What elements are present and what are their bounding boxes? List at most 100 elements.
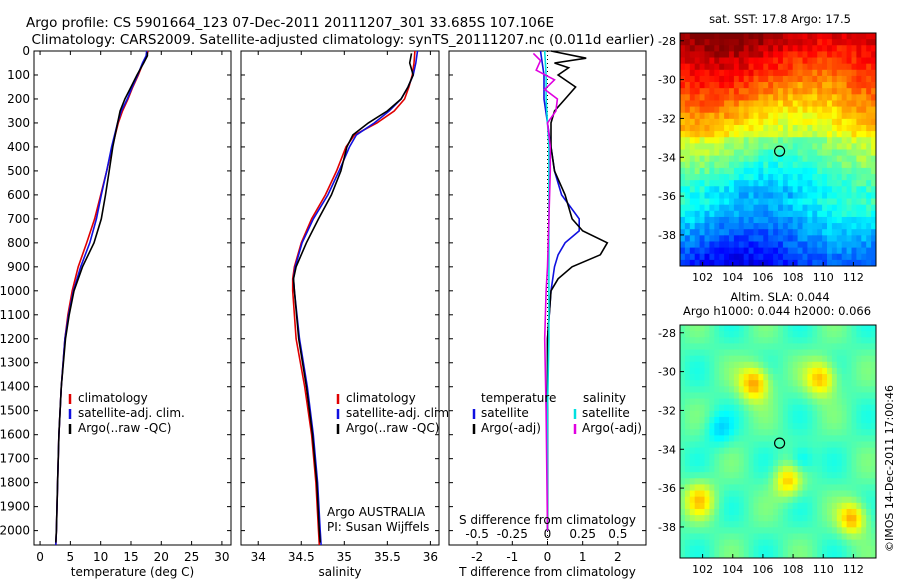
map-cell (851, 149, 857, 157)
map-cell (768, 137, 774, 144)
map-cell (841, 63, 847, 71)
map-cell (871, 355, 877, 363)
map-cell (856, 247, 862, 255)
map-cell (787, 361, 794, 369)
map-cell (704, 39, 710, 46)
map-cell (748, 223, 754, 230)
map-cell (866, 404, 872, 412)
map-cell (694, 198, 700, 206)
map-cell (856, 484, 862, 491)
map-cell (748, 229, 754, 236)
map-cell (841, 137, 847, 144)
map-cell (753, 51, 759, 58)
x-tick-label: 102 (692, 563, 713, 576)
map-cell (748, 453, 754, 461)
header-line-1: Argo profile: CS 5901664_123 07-Dec-2011… (26, 15, 554, 31)
map-cell (782, 131, 789, 138)
map-cell (719, 398, 725, 406)
map-cell (743, 441, 749, 449)
map-cell (846, 241, 852, 248)
map-cell (817, 75, 823, 83)
map-cell (724, 235, 730, 242)
map-title: sat. SST: 17.8 Argo: 17.5 (709, 12, 851, 26)
map-cell (831, 180, 838, 187)
map-cell (851, 435, 857, 442)
map-cell (719, 466, 725, 473)
top-axis-label: S difference from climatology (459, 513, 636, 527)
map-cell (773, 508, 779, 516)
map-cell (846, 204, 852, 212)
map-cell (782, 198, 789, 206)
map-cell (768, 527, 774, 534)
map-cell (709, 69, 715, 77)
map-cell (822, 404, 828, 412)
map-cell (812, 398, 818, 406)
map-cell (724, 45, 730, 52)
map-cell (684, 466, 691, 473)
map-cell (851, 502, 857, 510)
map-cell (763, 343, 769, 350)
map-cell (748, 343, 754, 350)
map-cell (694, 143, 700, 150)
map-cell (704, 441, 710, 449)
y-tick-label: 800 (7, 236, 30, 250)
map-cell (724, 367, 730, 375)
map-cell (836, 216, 843, 224)
map-cell (714, 478, 720, 485)
map-cell (827, 416, 833, 424)
map-cell (699, 161, 705, 169)
map-cell (743, 241, 749, 248)
map-cell (748, 247, 754, 255)
map-cell (680, 515, 686, 522)
map-cell (846, 349, 852, 357)
map-cell (778, 527, 784, 534)
map-cell (856, 404, 862, 412)
map-cell (851, 404, 857, 412)
map-cell (719, 435, 725, 442)
map-cell (748, 88, 754, 95)
map-cell (861, 198, 867, 206)
map-cell (827, 478, 833, 485)
map-cell (787, 527, 794, 534)
map-cell (743, 527, 749, 534)
map-cell (822, 325, 828, 332)
map-cell (748, 155, 754, 163)
map-cell (699, 508, 705, 516)
map-cell (827, 235, 833, 242)
map-cell (778, 216, 784, 224)
map-cell (724, 508, 730, 516)
map-cell (680, 472, 686, 479)
map-cell (802, 343, 808, 350)
map-cell (689, 63, 696, 71)
map-cell (778, 515, 784, 522)
map-cell (792, 69, 798, 77)
map-cell (773, 45, 779, 52)
y-tick-label: -30 (658, 74, 676, 87)
map-cell (758, 180, 764, 187)
map-cell (787, 478, 794, 485)
map-cell (753, 235, 759, 242)
map-cell (689, 410, 696, 418)
map-cell (680, 247, 686, 255)
map-cell (822, 106, 828, 114)
map-cell (846, 167, 852, 175)
map-cell (689, 118, 696, 126)
map-cell (773, 94, 779, 101)
map-cell (768, 423, 774, 430)
map-cell (773, 472, 779, 479)
map-cell (871, 490, 877, 498)
map-cell (797, 490, 803, 498)
map-cell (689, 416, 696, 424)
map-cell (699, 100, 705, 107)
map-cell (846, 210, 852, 218)
map-cell (684, 380, 691, 387)
map-cell (822, 429, 828, 436)
map-cell (748, 186, 754, 193)
map-cell (797, 466, 803, 473)
map-cell (738, 410, 745, 418)
map-cell (763, 100, 769, 107)
map-cell (831, 100, 838, 107)
map-cell (846, 88, 852, 95)
map-cell (709, 361, 715, 369)
map-cell (753, 210, 759, 218)
